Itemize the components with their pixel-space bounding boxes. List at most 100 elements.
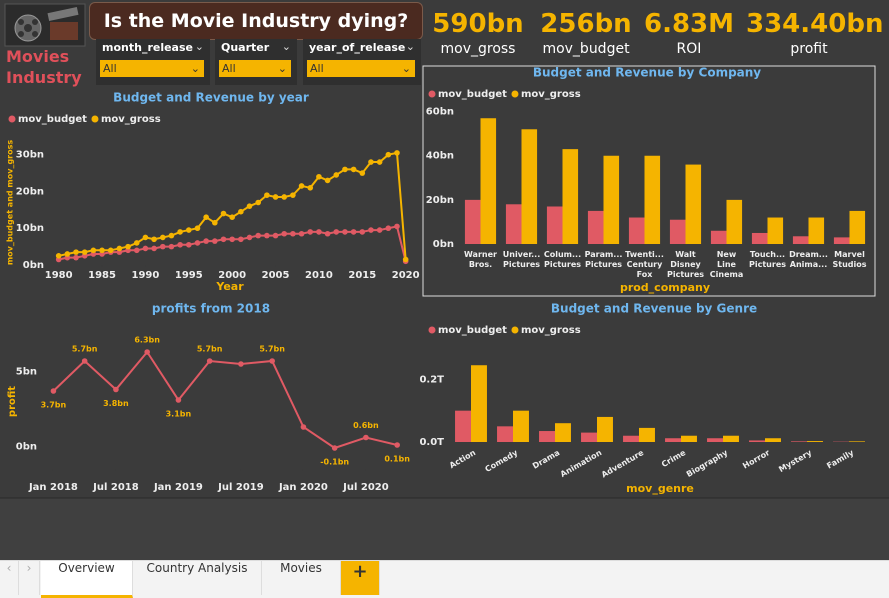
logo-image [5, 4, 85, 46]
data-point [177, 229, 183, 235]
next-page-arrow[interactable]: › [19, 561, 40, 595]
x-axis-label: Year [215, 280, 244, 293]
data-point [307, 229, 313, 235]
data-label: 3.1bn [166, 410, 192, 419]
legend-swatch [9, 116, 16, 123]
y-tick-label: 30bn [16, 150, 44, 161]
y-tick-label: 5bn [16, 367, 37, 378]
x-tick-label-box: Walt Disney Pictures [665, 250, 706, 290]
data-point [269, 358, 275, 364]
data-point [134, 247, 140, 253]
data-point [151, 236, 157, 242]
legend-swatch [91, 116, 98, 123]
slicer-dropdown[interactable]: All⌄ [307, 60, 415, 77]
data-point [403, 257, 409, 263]
kpi-value: 334.40bn [746, 8, 872, 40]
bar [563, 149, 579, 244]
x-tick-label-box: Univer... Pictures [501, 250, 542, 290]
add-page-button[interactable]: + [341, 561, 380, 595]
tab-bar: ‹ › Overview Country Analysis Movies + [0, 560, 889, 598]
x-tick-label: Touch... Pictures [747, 250, 788, 270]
data-point [238, 236, 244, 242]
data-point [221, 236, 227, 242]
x-tick-label: 2000 [218, 270, 246, 281]
prev-page-arrow[interactable]: ‹ [0, 561, 19, 595]
x-tick-label: 1995 [175, 270, 203, 281]
slicer-value: All [222, 62, 236, 75]
bar [645, 156, 661, 244]
x-tick-label: Twenti... Century Fox [624, 250, 665, 280]
slicer[interactable]: month_release ⌄ All⌄ [96, 39, 210, 85]
bar [506, 204, 522, 244]
slicer[interactable]: year_of_release ⌄ All⌄ [303, 39, 421, 85]
bar [686, 165, 702, 244]
data-point [143, 246, 149, 252]
data-point [73, 255, 79, 261]
x-tick-label: Colum... Pictures [542, 250, 583, 270]
x-tick-label: Jul 2018 [92, 482, 139, 493]
data-point [238, 209, 244, 215]
data-point [229, 236, 235, 242]
data-point [255, 200, 261, 206]
x-tick-label: 1980 [45, 270, 73, 281]
bar [555, 423, 571, 442]
slicer-chevron[interactable]: ⌄ [406, 40, 415, 53]
bar [481, 118, 497, 244]
data-point [99, 247, 105, 253]
y-tick-label: 40bn [426, 151, 454, 162]
slicer-chevron[interactable]: ⌄ [282, 40, 291, 53]
bar [768, 218, 784, 244]
kpi-label: mov_gross [418, 40, 538, 58]
bar [752, 233, 768, 244]
chart-title: Budget and Revenue by Company [533, 66, 761, 80]
slicer-chevron[interactable]: ⌄ [195, 40, 204, 53]
data-point [333, 229, 339, 235]
data-point [73, 249, 79, 255]
data-point [247, 203, 253, 209]
slicer-value: All [310, 62, 324, 75]
slicer[interactable]: Quarter ⌄ All⌄ [215, 39, 297, 85]
bar [791, 441, 807, 442]
legend-label: mov_budget [18, 114, 87, 125]
logo-text: Movies Industry [6, 46, 90, 88]
bar [727, 200, 743, 244]
page-tab[interactable]: Movies [262, 561, 341, 595]
data-point [160, 244, 166, 250]
bar [471, 365, 487, 442]
y-tick-label: 60bn [426, 107, 454, 118]
data-point [290, 231, 296, 237]
data-point [273, 194, 279, 200]
x-tick-label: Dream... Anima... [788, 250, 829, 270]
data-point [316, 229, 322, 235]
y-tick-label: 0bn [23, 260, 44, 271]
data-label: 0.6bn [353, 421, 379, 430]
page-tab[interactable]: Country Analysis [133, 561, 262, 595]
data-label: 5.7bn [197, 345, 223, 354]
kpi-card: 256bn mov_budget [526, 8, 646, 58]
page-tab[interactable]: Overview [41, 561, 133, 598]
data-point [195, 240, 201, 246]
slicer-dropdown[interactable]: All⌄ [100, 60, 204, 77]
x-tick-label-box: Twenti... Century Fox [624, 250, 665, 290]
data-point [394, 150, 400, 156]
y-tick-label: 0bn [433, 239, 454, 250]
kpi-card: 6.83M ROI [629, 8, 749, 58]
x-tick-label-box: Touch... Pictures [747, 250, 788, 290]
data-point [247, 235, 253, 241]
slicer-dropdown[interactable]: All⌄ [219, 60, 291, 77]
data-point [325, 231, 331, 237]
bar [849, 441, 865, 442]
kpi-value: 256bn [526, 8, 646, 40]
data-point [377, 159, 383, 165]
bar [581, 433, 597, 442]
data-point [342, 229, 348, 235]
data-point [363, 435, 369, 441]
y-axis-label: profit [7, 386, 18, 417]
x-tick-label: Jan 2018 [28, 482, 78, 493]
lower-strip [0, 498, 889, 560]
y-tick-label: 10bn [16, 223, 44, 234]
data-point [82, 249, 88, 255]
legend-swatch [511, 327, 518, 334]
data-point [290, 192, 296, 198]
